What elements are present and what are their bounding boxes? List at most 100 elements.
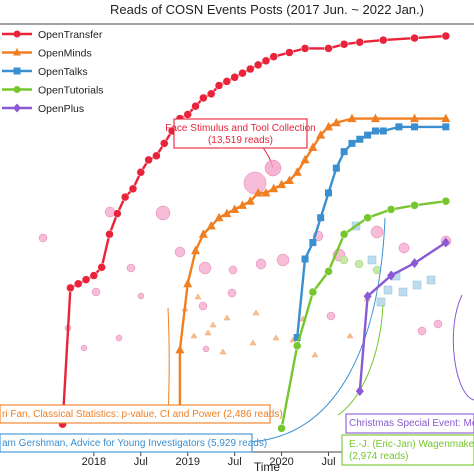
data-point — [245, 196, 255, 205]
background-point — [276, 253, 290, 267]
legend-label: OpenTutorials — [38, 85, 104, 97]
data-point — [395, 123, 403, 131]
data-point — [363, 213, 372, 222]
data-point — [300, 44, 310, 53]
data-point — [386, 205, 396, 214]
data-point — [81, 275, 91, 284]
annotation-2: am Gershman, Advice for Young Investigat… — [0, 433, 267, 453]
background-point — [367, 255, 377, 265]
annotation-4: E.-J. (Eric-Jan) Wagenmake(2,974 reads) — [341, 434, 474, 466]
background-point — [376, 297, 386, 307]
data-point — [301, 255, 309, 263]
data-point — [175, 344, 185, 354]
annotation-text: ri Fan, Classical Statistics: p-value, C… — [2, 409, 283, 420]
data-point — [371, 127, 379, 135]
data-point — [356, 135, 364, 143]
data-point — [191, 101, 200, 111]
x-tick-label: 2018 — [82, 456, 106, 468]
data-point — [387, 270, 396, 281]
background-point — [115, 334, 123, 342]
data-point — [222, 77, 232, 86]
background-point — [339, 255, 349, 265]
data-point — [73, 279, 83, 289]
annotation-text: Christmas Special Event: Merry — [349, 418, 474, 429]
data-point — [316, 130, 326, 139]
data-point — [238, 68, 247, 78]
legend-marker — [13, 67, 21, 75]
data-point — [277, 179, 287, 189]
series-openminds — [175, 113, 451, 416]
data-point — [308, 287, 318, 297]
data-point — [191, 245, 201, 255]
data-point — [331, 117, 341, 127]
data-point — [348, 139, 356, 147]
background-point — [433, 319, 443, 329]
background-point — [417, 326, 427, 336]
legend-marker — [13, 86, 21, 93]
data-point — [363, 291, 372, 302]
data-point — [410, 113, 420, 123]
data-point — [379, 127, 387, 135]
data-point — [332, 164, 340, 172]
data-point — [152, 151, 161, 161]
data-point — [198, 229, 208, 238]
background-point — [227, 288, 237, 298]
x-tick-label: Jul — [134, 456, 148, 468]
background-point — [38, 233, 48, 243]
legend-item-openminds: OpenMinds — [2, 48, 92, 60]
data-point — [97, 263, 106, 272]
data-point — [339, 229, 349, 239]
x-axis-label: Time — [254, 460, 281, 474]
annotation-3: Christmas Special Event: Merry — [345, 413, 474, 434]
data-point — [324, 121, 334, 131]
data-point — [160, 139, 169, 148]
data-point — [214, 81, 224, 90]
connector-openplus — [452, 294, 474, 401]
data-point — [441, 113, 451, 123]
data-point — [222, 208, 232, 218]
data-point — [284, 175, 294, 185]
connector-opentalks — [246, 217, 386, 443]
data-point — [410, 33, 419, 43]
background-point — [174, 246, 186, 258]
annotation-text: am Gershman, Advice for Young Investigat… — [2, 438, 267, 449]
background-point — [155, 205, 171, 221]
background-point — [126, 263, 136, 273]
background-point — [198, 301, 208, 311]
annotation-layer: Face Stimulus and Tool Collection(13,519… — [0, 118, 474, 466]
background-point — [426, 275, 436, 285]
data-point — [120, 192, 130, 202]
data-point — [206, 89, 216, 99]
annotation-box — [173, 118, 308, 149]
data-point — [105, 229, 114, 239]
data-point — [300, 154, 310, 164]
annotation-box — [0, 404, 271, 424]
background-point — [228, 265, 238, 275]
data-point — [113, 209, 122, 218]
data-point — [410, 258, 419, 269]
data-point — [339, 40, 349, 49]
data-point — [230, 73, 239, 82]
data-point — [206, 220, 216, 230]
background-point — [243, 171, 267, 195]
series-opentransfer — [58, 31, 451, 429]
data-point — [277, 424, 286, 433]
data-point — [347, 113, 357, 123]
series-opentutorials — [277, 196, 451, 433]
legend-marker — [13, 103, 21, 113]
background-point — [249, 339, 257, 346]
data-point — [261, 56, 271, 66]
legend-item-opentransfer: OpenTransfer — [2, 29, 103, 41]
legend-marker — [13, 30, 21, 38]
data-point — [355, 37, 365, 47]
background-point — [137, 292, 145, 300]
data-point — [261, 187, 271, 197]
legend-label: OpenMinds — [38, 48, 92, 60]
data-point — [442, 123, 450, 131]
annotation-text: (13,519 reads) — [208, 135, 273, 146]
x-tick-label: Jul — [228, 456, 242, 468]
data-point — [89, 271, 99, 280]
background-point — [398, 287, 408, 297]
background-point — [398, 242, 410, 254]
